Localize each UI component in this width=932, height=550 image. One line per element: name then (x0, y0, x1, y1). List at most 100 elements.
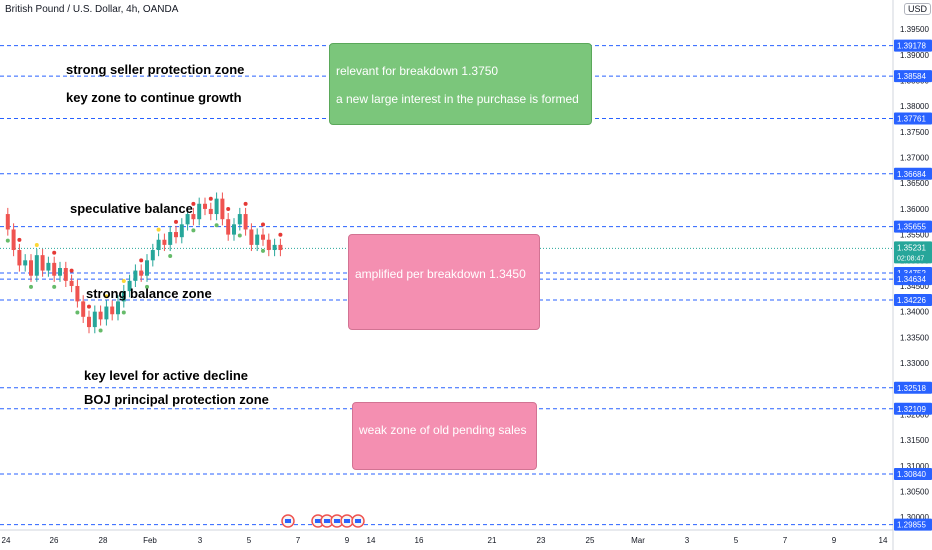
signal-dot (243, 201, 248, 206)
currency-button[interactable]: USD (904, 3, 932, 15)
candle-body (266, 239, 271, 251)
candle-body (46, 262, 51, 271)
event-flag-mark (315, 519, 321, 523)
signal-dot (98, 328, 103, 333)
x-tick-label: 21 (488, 536, 497, 545)
candle-body (150, 250, 155, 261)
signal-dot (156, 227, 161, 232)
signal-dot (104, 294, 109, 299)
level-tag-label: 1.39178 (897, 42, 926, 51)
candle-body (255, 234, 260, 245)
candle-body (261, 234, 265, 240)
candle-body (34, 255, 39, 276)
x-tick-label: 7 (783, 536, 788, 545)
x-tick-label: 23 (537, 536, 546, 545)
level-tag (894, 518, 932, 531)
signal-dot (34, 242, 39, 247)
level-tag (894, 112, 932, 125)
x-tick-label: 14 (879, 536, 888, 545)
candle-body (81, 301, 86, 317)
y-tick-label: 1.38000 (900, 102, 929, 111)
candle-body (133, 270, 138, 281)
candle-body (203, 203, 207, 209)
x-tick-label: 9 (345, 536, 350, 545)
candle-body (232, 224, 236, 235)
y-tick-label: 1.31000 (900, 462, 929, 471)
candle-body (17, 250, 22, 266)
level-tag (894, 39, 932, 52)
level-tag-label: 1.34226 (897, 296, 926, 305)
y-tick-label: 1.34000 (900, 308, 929, 317)
candle-body (69, 280, 74, 286)
x-tick-label: 16 (415, 536, 424, 545)
candle-body (75, 285, 80, 302)
signal-dot (174, 219, 178, 224)
x-tick-label: 28 (99, 536, 108, 545)
candle-body (185, 214, 190, 225)
level-tag (894, 381, 932, 394)
y-tick-label: 1.35500 (900, 231, 929, 240)
signal-dot (226, 207, 231, 212)
y-tick-label: 1.37000 (900, 154, 929, 163)
candle-body (92, 311, 97, 328)
candle-body (249, 229, 254, 245)
signal-dot (52, 284, 57, 289)
level-tag (894, 468, 932, 481)
candle-body (179, 224, 184, 238)
candle-body (40, 255, 45, 271)
signal-dot (191, 201, 196, 206)
pink-zone-box-lower[interactable]: weak zone of old pending sales (352, 402, 537, 470)
signal-dot (139, 258, 144, 263)
x-tick-label: 14 (367, 536, 376, 545)
candle-body (214, 198, 219, 215)
signal-dot (52, 250, 57, 255)
y-tick-label: 1.36000 (900, 205, 929, 214)
pink-box-upper-text: amplified per breakdown 1.3450 (355, 267, 526, 281)
candle-body (237, 214, 242, 225)
candle-body (197, 203, 202, 220)
label-key-decline: key level for active decline (84, 368, 249, 383)
y-tick-label: 1.33500 (900, 333, 929, 342)
candle-body (191, 214, 196, 220)
y-tick-label: 1.39000 (900, 51, 929, 60)
level-tag-label: 1.30840 (897, 470, 926, 479)
level-tag-label: 1.35655 (897, 223, 926, 232)
current-price-tag (894, 241, 932, 264)
candle-body (168, 232, 173, 245)
level-tag (894, 294, 932, 307)
candle-body (278, 244, 283, 251)
level-tag-label: 1.29855 (897, 521, 926, 530)
candle-body (156, 239, 161, 251)
candle-body (11, 229, 16, 251)
y-tick-label: 1.33000 (900, 359, 929, 368)
x-tick-label: Mar (631, 536, 645, 545)
x-tick-label: 7 (296, 536, 301, 545)
candle-body (145, 260, 149, 276)
level-tag-label: 1.32109 (897, 405, 926, 414)
x-tick-label: 3 (198, 536, 203, 545)
y-tick-label: 1.36500 (900, 179, 929, 188)
signal-dot (208, 196, 213, 201)
signal-dot (237, 233, 242, 238)
signal-dot (87, 304, 91, 309)
candle-body (116, 301, 120, 315)
candle-body (243, 214, 248, 230)
y-tick-label: 1.31500 (900, 436, 929, 445)
green-zone-box[interactable]: relevant for breakdown 1.3750 a new larg… (329, 43, 592, 125)
signal-dot (278, 232, 283, 237)
signal-dot (261, 222, 265, 227)
candle-body (29, 260, 33, 276)
level-tag (894, 402, 932, 415)
level-tag-label: 1.37761 (897, 114, 926, 123)
candle-body (23, 260, 28, 266)
x-tick-label: 9 (832, 536, 837, 545)
pink-zone-box-upper[interactable]: amplified per breakdown 1.3450 (348, 234, 540, 330)
candle-body (272, 244, 277, 251)
label-key-growth: key zone to continue growth (66, 90, 242, 105)
x-tick-label: 25 (586, 536, 595, 545)
level-tag-label: 1.38584 (897, 72, 926, 81)
signal-dot (191, 228, 196, 233)
level-tag (894, 220, 932, 233)
event-flag-mark (324, 519, 330, 523)
